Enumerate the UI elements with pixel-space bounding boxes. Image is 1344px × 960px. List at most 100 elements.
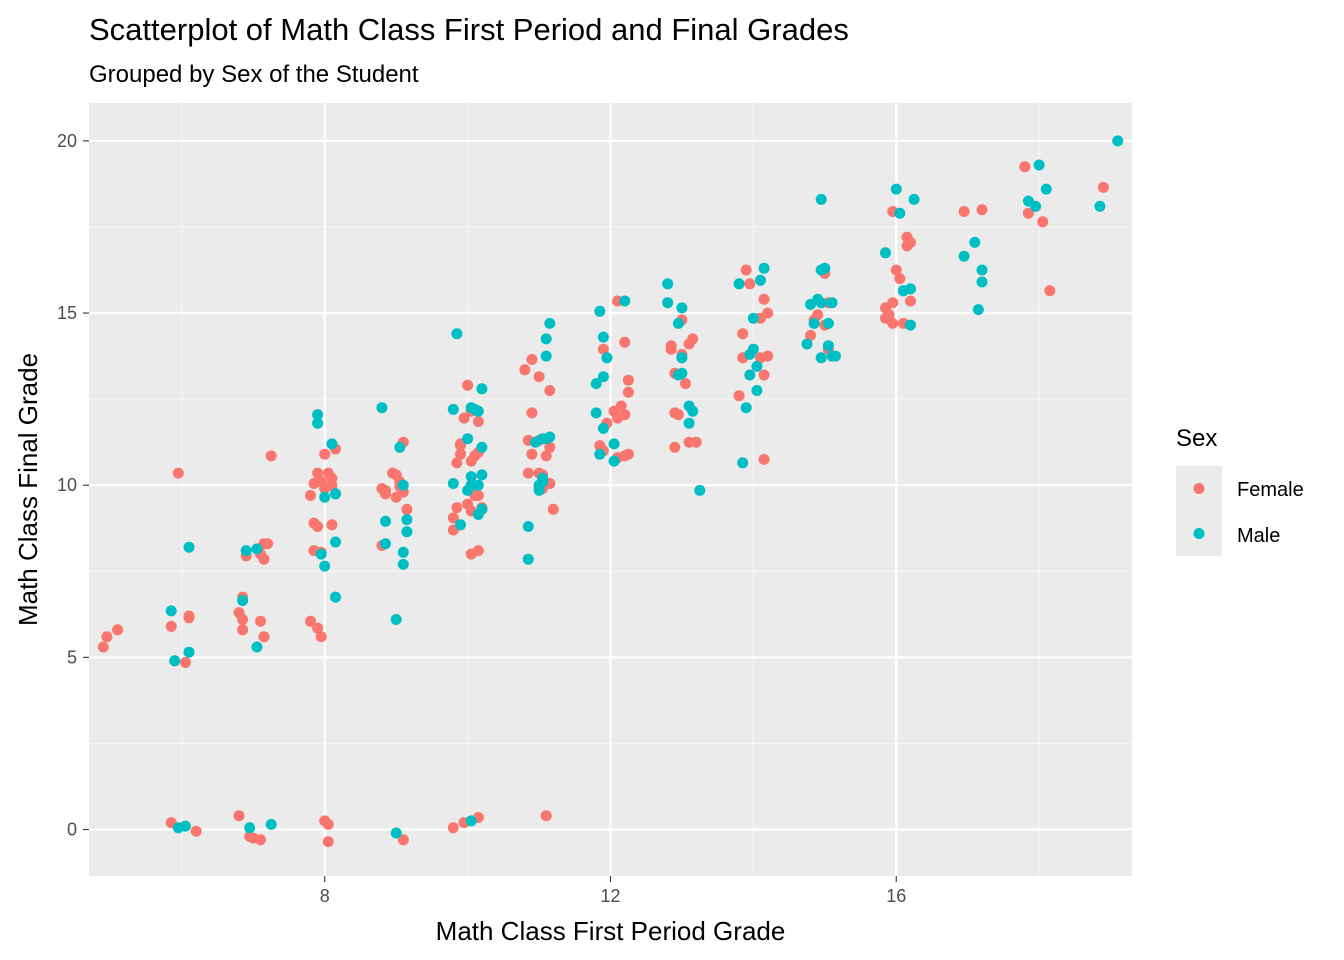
male-data-point xyxy=(401,526,413,538)
male-data-point xyxy=(397,546,409,558)
female-data-point xyxy=(255,615,266,627)
male-data-point xyxy=(815,297,827,309)
female-data-point xyxy=(458,412,470,424)
female-data-point xyxy=(544,441,556,453)
female-data-point xyxy=(380,488,391,500)
female-data-point xyxy=(312,467,324,479)
legend: Sex Female Male xyxy=(1176,425,1304,556)
male-data-point xyxy=(608,455,620,467)
male-data-point xyxy=(451,328,463,340)
female-data-point xyxy=(258,631,270,643)
female-data-point xyxy=(1022,207,1034,219)
male-data-point xyxy=(890,183,902,195)
male-data-point xyxy=(1094,200,1106,212)
y-tick-label: 15 xyxy=(57,303,77,323)
male-data-point xyxy=(676,367,688,379)
female-data-point xyxy=(322,836,334,848)
y-tick-label: 20 xyxy=(57,131,77,151)
female-data-point xyxy=(451,457,463,469)
male-data-point xyxy=(908,193,920,205)
female-data-point xyxy=(1044,285,1056,297)
male-data-point xyxy=(969,236,981,248)
female-data-point xyxy=(255,834,266,846)
female-data-point xyxy=(883,309,895,321)
legend-label-male: Male xyxy=(1237,525,1280,547)
female-data-point xyxy=(447,822,459,834)
male-data-point xyxy=(826,297,838,309)
male-data-point xyxy=(251,543,263,555)
male-data-point xyxy=(251,641,263,653)
male-data-point xyxy=(319,560,331,572)
male-data-point xyxy=(597,371,609,383)
female-data-point xyxy=(805,329,816,341)
male-data-point xyxy=(179,820,191,832)
male-data-point xyxy=(522,553,534,565)
female-data-point xyxy=(526,354,538,365)
male-data-point xyxy=(315,548,327,560)
female-data-point xyxy=(1097,181,1109,193)
female-data-point xyxy=(237,624,249,636)
male-data-point xyxy=(822,340,834,352)
male-data-point xyxy=(601,352,613,364)
male-data-point xyxy=(465,471,477,483)
female-data-point xyxy=(894,273,906,285)
chart-title: Scatterplot of Math Class First Period a… xyxy=(89,12,849,47)
male-data-point xyxy=(476,383,488,395)
x-tick-label: 16 xyxy=(886,886,906,906)
female-data-point xyxy=(258,553,270,565)
female-data-point xyxy=(622,448,634,460)
female-data-point xyxy=(762,307,774,319)
male-data-point xyxy=(476,441,488,453)
male-data-point xyxy=(597,422,609,434)
female-data-point xyxy=(733,390,745,402)
female-data-point xyxy=(101,631,113,643)
female-data-point xyxy=(687,333,699,345)
male-data-point xyxy=(737,457,749,469)
y-tick-label: 0 xyxy=(67,820,77,840)
male-data-point xyxy=(1033,159,1045,171)
male-data-point xyxy=(590,378,602,390)
male-data-point xyxy=(522,521,534,532)
y-tick-label: 10 xyxy=(57,475,77,495)
female-data-point xyxy=(97,641,109,653)
female-data-point xyxy=(890,264,902,276)
female-data-point xyxy=(597,343,609,355)
female-data-point xyxy=(451,502,463,514)
male-data-point xyxy=(733,278,745,290)
female-data-point xyxy=(887,297,899,309)
female-data-point xyxy=(958,206,970,217)
y-axis-title: Math Class Final Grade xyxy=(13,353,43,626)
male-data-point xyxy=(594,448,606,460)
male-data-point xyxy=(312,417,324,429)
female-data-point xyxy=(165,620,177,632)
female-data-point xyxy=(262,538,274,550)
male-data-point xyxy=(676,352,688,364)
male-data-point xyxy=(312,409,324,421)
major-gridlines xyxy=(89,103,1132,876)
male-data-point xyxy=(540,350,552,362)
male-data-point xyxy=(330,591,341,603)
female-data-point xyxy=(172,467,184,479)
female-data-point xyxy=(976,204,988,216)
male-data-point xyxy=(390,614,402,625)
female-data-point xyxy=(672,409,684,421)
male-data-point xyxy=(619,295,631,307)
female-data-point xyxy=(758,293,770,305)
male-data-point xyxy=(597,331,609,343)
male-data-point xyxy=(905,319,916,331)
male-data-point xyxy=(183,646,195,658)
male-data-point xyxy=(905,283,916,295)
male-data-point xyxy=(330,488,341,500)
male-data-point xyxy=(380,538,391,550)
female-data-point xyxy=(315,631,327,643)
male-data-point xyxy=(472,479,484,491)
female-data-point xyxy=(319,448,331,460)
male-data-point xyxy=(240,545,252,557)
male-data-point xyxy=(972,304,984,316)
male-data-point xyxy=(880,247,891,259)
female-data-point xyxy=(401,503,413,515)
female-data-point xyxy=(265,450,277,462)
male-data-point xyxy=(744,369,756,381)
male-data-point xyxy=(265,818,277,830)
